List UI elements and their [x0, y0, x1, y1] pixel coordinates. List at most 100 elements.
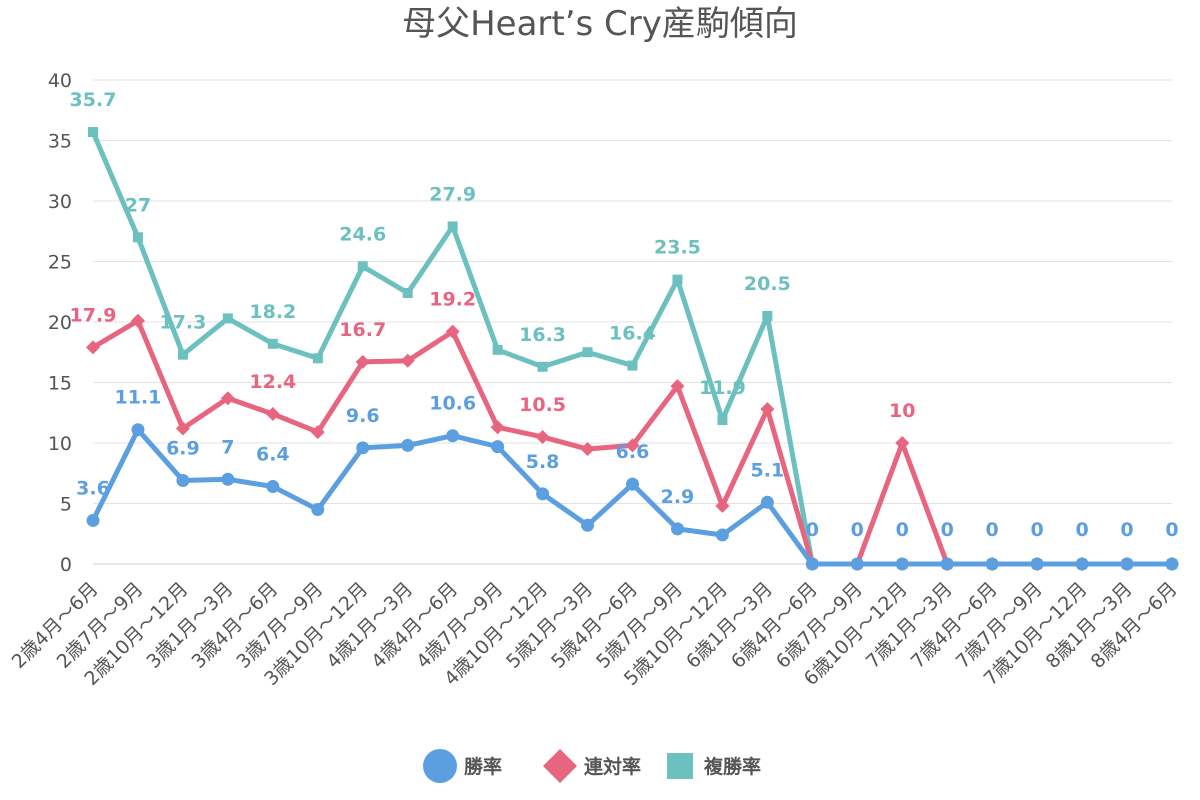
- data-point: [356, 441, 370, 455]
- data-point: [1120, 557, 1134, 571]
- data-label: 19.2: [429, 289, 476, 311]
- data-point: [86, 340, 100, 355]
- data-point: [670, 522, 684, 536]
- legend-label: 勝率: [464, 755, 502, 778]
- y-tick-label: 15: [48, 373, 72, 395]
- data-label: 24.6: [339, 223, 386, 245]
- data-point: [265, 406, 280, 421]
- data-point: [672, 274, 683, 285]
- data-label: 10.5: [519, 394, 566, 416]
- data-label: 23.5: [654, 237, 701, 259]
- data-point: [86, 513, 100, 527]
- data-point: [130, 313, 145, 328]
- data-label: 11.9: [699, 377, 746, 399]
- y-tick-label: 25: [48, 252, 72, 274]
- legend-marker: [423, 749, 457, 783]
- legend: 勝率 連対率 複勝率: [423, 749, 761, 783]
- data-point: [311, 503, 325, 517]
- data-label: 6.6: [616, 441, 650, 463]
- y-axis: 0 5 10 15 20 25 30 35 40: [48, 70, 72, 576]
- data-point: [717, 415, 728, 426]
- y-tick-label: 5: [60, 494, 72, 516]
- legend-item-連対率: 連対率: [543, 749, 641, 783]
- data-label: 20.5: [744, 273, 791, 295]
- data-label: 3.6: [76, 477, 110, 499]
- data-point: [446, 429, 460, 443]
- data-point: [312, 353, 323, 364]
- data-label: 10: [889, 400, 915, 422]
- legend-item-勝率: 勝率: [423, 749, 502, 783]
- legend-label: 連対率: [584, 755, 641, 778]
- data-label: 18.2: [249, 301, 296, 323]
- data-point: [267, 338, 278, 349]
- data-point: [131, 423, 145, 437]
- data-label: 11.1: [115, 387, 162, 409]
- data-labels: 3.6 11.1 6.9 7 6.4 9.6 10.6 5.8 6.6 2.9 5.1 0 0 0 0 0 0 0…: [70, 89, 1179, 541]
- y-tick-label: 30: [48, 191, 72, 213]
- data-point: [985, 557, 999, 571]
- data-label: 0: [1120, 519, 1133, 541]
- data-point: [445, 324, 460, 339]
- data-point: [805, 557, 819, 571]
- data-point: [535, 429, 550, 444]
- chart-title: 母父Heart’s Cry産駒傾向: [402, 4, 798, 44]
- data-label: 6.9: [166, 438, 200, 460]
- data-label: 16.3: [519, 324, 566, 346]
- y-tick-label: 10: [48, 433, 72, 455]
- data-point: [132, 232, 143, 243]
- data-label: 0: [1031, 519, 1044, 541]
- data-point: [715, 528, 729, 542]
- data-point: [491, 440, 505, 454]
- data-label: 5.8: [526, 451, 560, 473]
- data-label: 7: [221, 436, 234, 458]
- data-point: [1075, 557, 1089, 571]
- data-label: 17.3: [159, 312, 206, 334]
- data-point: [536, 487, 550, 501]
- legend-label: 複勝率: [703, 755, 761, 778]
- data-point: [537, 361, 548, 372]
- data-point: [895, 557, 909, 571]
- legend-marker: [667, 753, 693, 779]
- data-label: 2.9: [661, 486, 695, 508]
- data-point: [940, 557, 954, 571]
- data-point: [760, 402, 775, 417]
- data-label: 6.4: [256, 444, 290, 466]
- data-label: 16.7: [339, 319, 386, 341]
- data-point: [88, 127, 98, 138]
- data-point: [627, 360, 638, 371]
- data-point: [400, 353, 415, 368]
- data-point: [850, 557, 864, 571]
- data-point: [310, 425, 325, 440]
- x-axis: 2歳4月～6月2歳7月～9月2歳10月～12月3歳1月～3月3歳4月～6月3歳7…: [8, 578, 1182, 690]
- data-point: [715, 498, 730, 513]
- data-label: 27.9: [429, 183, 476, 205]
- data-label: 12.4: [249, 371, 296, 393]
- data-point: [402, 287, 413, 298]
- data-point: [582, 347, 593, 358]
- data-point: [447, 221, 458, 232]
- data-point: [220, 391, 235, 406]
- data-point: [1165, 557, 1179, 571]
- data-point: [266, 480, 280, 494]
- data-point: [221, 472, 235, 486]
- data-label: 5.1: [751, 459, 785, 481]
- data-point: [355, 354, 370, 369]
- series-line: [90, 129, 1175, 567]
- data-label: 9.6: [346, 405, 380, 427]
- series-group: [86, 127, 1179, 571]
- data-point: [895, 436, 910, 450]
- data-label: 0: [1075, 519, 1088, 541]
- data-point: [492, 344, 503, 355]
- data-point: [762, 310, 773, 321]
- data-point: [222, 313, 233, 324]
- data-point: [760, 495, 774, 509]
- y-tick-label: 40: [48, 70, 72, 92]
- data-point: [625, 438, 640, 453]
- legend-marker: [543, 749, 577, 783]
- data-label: 17.9: [70, 304, 117, 326]
- data-point: [581, 518, 595, 532]
- series-複勝率: [88, 127, 1177, 569]
- data-point: [357, 261, 368, 272]
- data-point: [177, 349, 188, 360]
